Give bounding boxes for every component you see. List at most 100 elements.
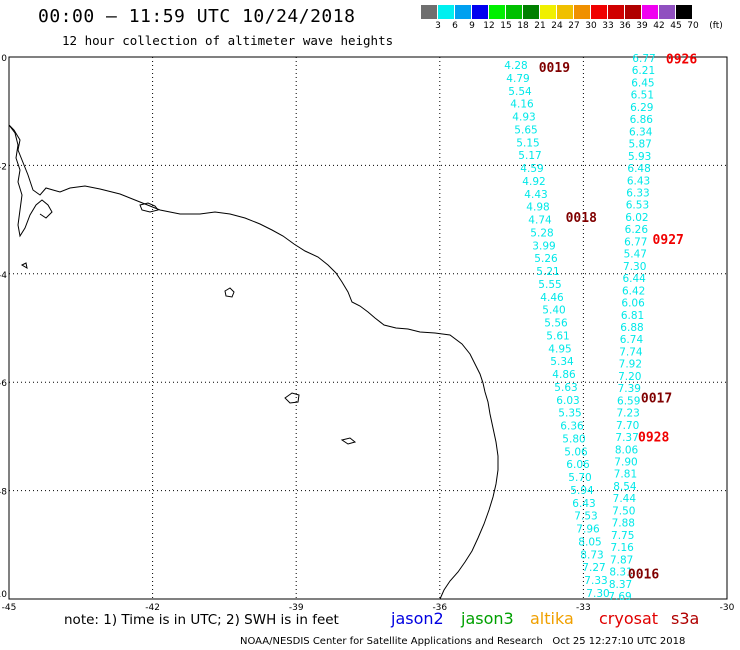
left-track-wave-height: 7.27: [582, 562, 605, 574]
left-track-wave-height: 5.35: [558, 408, 581, 420]
right-track-time-label: 0016: [628, 568, 659, 583]
colorbar-swatch-9: [574, 5, 591, 19]
right-track-wave-height: 7.39: [618, 383, 641, 395]
legend-cryosat: cryosat: [599, 609, 659, 628]
right-track-wave-height: 6.51: [631, 90, 654, 102]
right-track-wave-height: 8.06: [615, 444, 639, 456]
right-track-wave-height: 6.06: [621, 298, 645, 310]
right-track-wave-height: 5.93: [628, 151, 651, 163]
right-track-wave-height: 7.23: [616, 408, 639, 420]
right-track-wave-height: 7.92: [619, 359, 642, 371]
footer-credit: NOAA/NESDIS Center for Satellite Applica…: [240, 636, 686, 647]
right-track-wave-height: 7.88: [612, 518, 635, 530]
right-track-wave-height: 6.29: [630, 102, 653, 114]
left-track-wave-height: 5.61: [546, 330, 569, 342]
colorbar-label: 21: [534, 21, 546, 31]
axis-ticks: -45 -42 -39 -36 -33 -30 0 -2 -4 -6 -8 -10: [0, 54, 735, 613]
island-1: [139, 202, 159, 213]
left-track-wave-height: 4.74: [528, 215, 552, 227]
right-track-wave-height: 6.43: [627, 175, 650, 187]
right-track-wave-height: 8.37: [609, 579, 632, 591]
colorbar-label: 42: [653, 21, 665, 31]
right-track-wave-height: 6.44: [622, 273, 646, 285]
left-track-wave-height: 7.53: [574, 511, 597, 523]
y-tick-label: -2: [0, 162, 7, 172]
left-track-wave-height: 4.43: [524, 189, 547, 201]
right-track-wave-height: 7.44: [613, 493, 637, 505]
x-tick-label: -30: [720, 603, 735, 613]
island-3: [284, 392, 300, 404]
colorbar-label: 12: [483, 21, 495, 31]
coastline: [8, 124, 499, 600]
left-track-wave-height: 5.54: [508, 86, 532, 98]
left-track-wave-height: 5.26: [534, 253, 558, 265]
left-track-time-label: 0018: [566, 211, 597, 226]
colorbar-label: 70: [687, 21, 699, 31]
map-frame: [8, 56, 728, 600]
colorbar-swatch-13: [642, 5, 659, 19]
left-track-wave-height: 7.30: [586, 588, 609, 600]
colorbar-swatch-6: [523, 5, 540, 19]
colorbar-label: 18: [517, 21, 529, 31]
island-5: [20, 262, 28, 270]
right-track-wave-height: 7.69: [608, 591, 631, 603]
right-track-wave-height: 6.86: [630, 114, 654, 126]
coastline-brazil: [8, 124, 499, 600]
right-track-wave-height: 6.77: [624, 236, 647, 248]
left-track-wave-height: 4.93: [512, 112, 535, 124]
colorbar-label: 33: [602, 21, 614, 31]
right-track-wave-height: 7.75: [611, 530, 634, 542]
colorbar-swatch-0: [421, 5, 438, 19]
right-track-wave-height: 7.87: [610, 554, 633, 566]
right-track-wave-height: 6.81: [621, 310, 644, 322]
right-track-wave-height: 7.70: [616, 420, 639, 432]
colorbar-swatch-10: [591, 5, 608, 19]
y-tick-label: -10: [0, 590, 7, 600]
x-tick-label: -33: [576, 603, 591, 613]
left-track-wave-height: 8.73: [580, 549, 603, 561]
map-subtitle: 12 hour collection of altimeter wave hei…: [62, 33, 394, 48]
right-track-wave-height: 8.31: [609, 567, 632, 579]
left-track-wave-height: 5.15: [516, 137, 539, 149]
colorbar-label: 24: [551, 21, 563, 31]
left-track-wave-height: 4.98: [526, 202, 549, 214]
colorbar-label: 36: [619, 21, 631, 31]
colorbar-swatch-15: [676, 5, 693, 19]
left-track-wave-height: 5.34: [550, 356, 574, 368]
colorbar-swatch-11: [608, 5, 625, 19]
left-track-wave-height: 6.03: [556, 395, 579, 407]
colorbar-label: 15: [500, 21, 512, 31]
left-track-wave-height: 3.99: [532, 240, 555, 252]
left-track-wave-height: 4.79: [506, 73, 529, 85]
right-track-wave-height: 6.33: [626, 188, 649, 200]
colorbar-label: 9: [469, 21, 475, 31]
colorbar-label: 6: [452, 21, 458, 31]
left-track-wave-height: 4.92: [522, 176, 545, 188]
right-track-wave-height: 7.16: [610, 542, 634, 554]
colorbar-swatch-4: [489, 5, 506, 19]
y-tick-label: -4: [0, 271, 7, 281]
right-track-wave-height: 6.59: [617, 395, 640, 407]
colorbar-label: 45: [670, 21, 682, 31]
colorbar-label: 39: [636, 21, 648, 31]
left-track-wave-height: 4.86: [552, 369, 576, 381]
right-track-wave-height: 7.37: [615, 432, 638, 444]
left-track-wave-height: 5.06: [564, 446, 588, 458]
left-track-wave-height: 5.28: [530, 227, 553, 239]
left-track-wave-height: 5.40: [542, 305, 565, 317]
right-track-time-label: 0017: [641, 391, 672, 406]
left-track-wave-height: 4.95: [548, 343, 571, 355]
colorbar-label: (ft): [709, 21, 723, 31]
right-track-wave-height: 7.30: [623, 261, 646, 273]
y-tick-label: 0: [1, 54, 7, 64]
colorbar-label: 27: [568, 21, 580, 31]
map-title: 00:00 – 11:59 UTC 10/24/2018: [38, 6, 356, 27]
left-track-wave-height: 6.06: [566, 459, 590, 471]
left-track-wave-height: 6.36: [560, 421, 584, 433]
colorbar-swatch-7: [540, 5, 557, 19]
coastline-west: [8, 124, 53, 238]
right-track-wave-height: 6.34: [629, 126, 653, 138]
left-track-wave-height: 5.80: [562, 433, 585, 445]
x-tick-label: -42: [145, 603, 160, 613]
